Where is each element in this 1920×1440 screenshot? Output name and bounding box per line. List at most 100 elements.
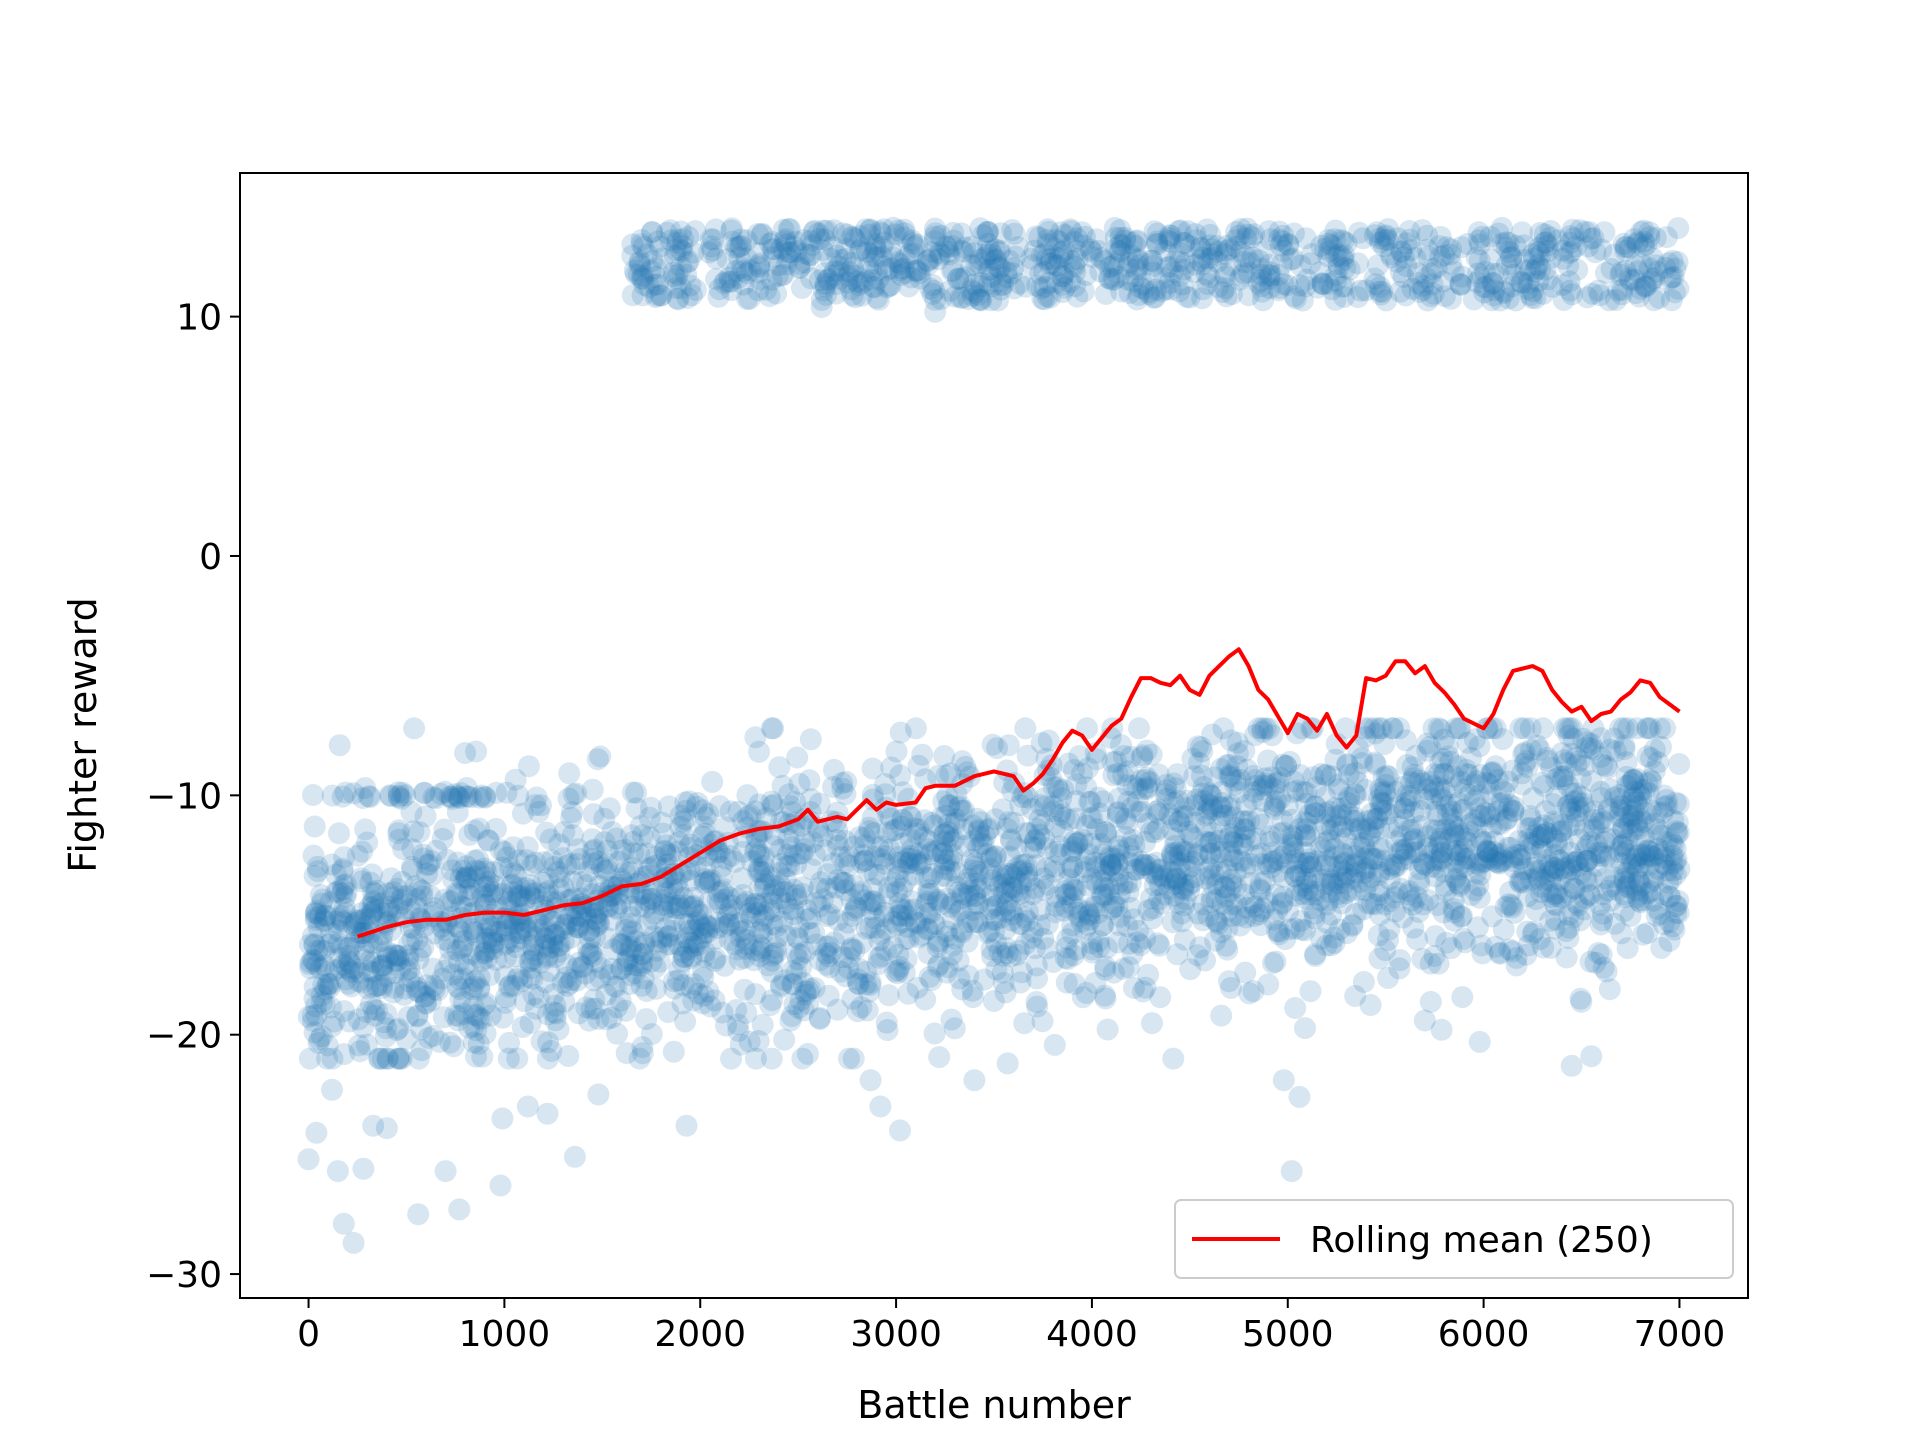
scatter-point (1646, 837, 1669, 860)
scatter-point (845, 897, 868, 920)
scatter-point (407, 1047, 430, 1070)
scatter-point (458, 823, 481, 846)
scatter-point (886, 914, 908, 937)
scatter-point (1070, 910, 1093, 933)
scatter-point (898, 851, 921, 874)
scatter-point (961, 986, 984, 1009)
scatter-point (917, 830, 940, 852)
scatter-point (358, 895, 381, 918)
scatter-point (1145, 851, 1168, 874)
scatter-point (331, 785, 354, 808)
scatter-point (1593, 221, 1616, 244)
scatter-point (1417, 889, 1440, 912)
scatter-point (1394, 729, 1417, 752)
scatter-point (1419, 990, 1442, 1013)
scatter-point (644, 286, 667, 309)
scatter-point (1449, 824, 1472, 847)
scatter-point (441, 787, 464, 810)
scatter-point (988, 874, 1011, 897)
scatter-point (442, 868, 465, 891)
scatter-point (558, 762, 581, 785)
scatter-point (897, 982, 920, 1005)
scatter-point (1175, 841, 1198, 864)
scatter-point (789, 943, 812, 966)
scatter-point (555, 913, 578, 936)
scatter-point (1216, 858, 1238, 881)
scatter-point (1302, 766, 1325, 789)
scatter-point (869, 923, 892, 946)
scatter-point (408, 980, 431, 1003)
scatter-point (1024, 828, 1047, 851)
scatter-point (356, 1001, 378, 1023)
scatter-point (1302, 880, 1325, 903)
scatter-point (1151, 892, 1173, 915)
scatter-point (1344, 855, 1367, 878)
scatter-point (1272, 1069, 1295, 1092)
scatter-point (1000, 262, 1023, 285)
scatter-point (1468, 1030, 1491, 1053)
scatter-point (884, 960, 907, 983)
scatter-point (995, 936, 1018, 959)
scatter-point (747, 894, 770, 917)
scatter-point (762, 900, 785, 923)
scatter-point (537, 867, 560, 890)
scatter-point (842, 874, 865, 897)
scatter-point (679, 274, 702, 297)
scatter-point (1210, 796, 1233, 819)
scatter-point (757, 954, 780, 977)
scatter-point (1088, 802, 1111, 825)
scatter-point (520, 957, 542, 980)
scatter-point (928, 1046, 951, 1069)
scatter-point (1095, 823, 1118, 846)
scatter-point (784, 791, 807, 813)
scatter-point (1610, 261, 1633, 284)
scatter-point (1625, 845, 1648, 868)
scatter-point (966, 860, 989, 883)
scatter-point (734, 919, 757, 942)
scatter-point (1059, 270, 1082, 293)
scatter-point (1423, 849, 1446, 872)
scatter-point (331, 857, 354, 880)
scatter-point (481, 925, 504, 948)
scatter-point (1463, 789, 1486, 812)
scatter-point (1528, 738, 1551, 761)
scatter-point (881, 935, 904, 958)
scatter-point (452, 935, 475, 958)
scatter-point (1024, 854, 1047, 877)
scatter-point (895, 898, 918, 921)
scatter-point (1476, 841, 1499, 863)
scatter-point (1037, 873, 1060, 896)
scatter-point (481, 928, 504, 951)
scatter-point (1490, 778, 1513, 801)
scatter-point (1155, 787, 1178, 810)
scatter-point (489, 1174, 512, 1197)
scatter-point (916, 917, 939, 940)
scatter-point (598, 797, 621, 820)
scatter-point (704, 947, 727, 970)
scatter-point (334, 886, 357, 908)
scatter-point (442, 1035, 465, 1058)
scatter-point (654, 840, 677, 863)
scatter-point (1057, 752, 1080, 775)
scatter-point (445, 915, 468, 938)
scatter-point (1626, 231, 1649, 254)
scatter-point (1197, 797, 1220, 820)
scatter-point (1137, 899, 1160, 922)
scatter-point (868, 929, 891, 952)
scatter-point (1540, 886, 1563, 909)
scatter-point (945, 875, 968, 898)
scatter-point (948, 967, 971, 990)
scatter-point (453, 991, 475, 1013)
scatter-point (932, 853, 955, 876)
scatter-point (1618, 812, 1641, 835)
scatter-point (1468, 853, 1491, 876)
scatter-point (763, 879, 786, 902)
scatter-point (651, 893, 674, 916)
scatter-point (1078, 790, 1101, 813)
scatter-point (1580, 1045, 1603, 1068)
scatter-point (416, 974, 439, 997)
scatter-point (688, 914, 711, 937)
scatter-point (933, 823, 956, 846)
scatter-point (624, 962, 646, 985)
scatter-point (1654, 717, 1677, 740)
